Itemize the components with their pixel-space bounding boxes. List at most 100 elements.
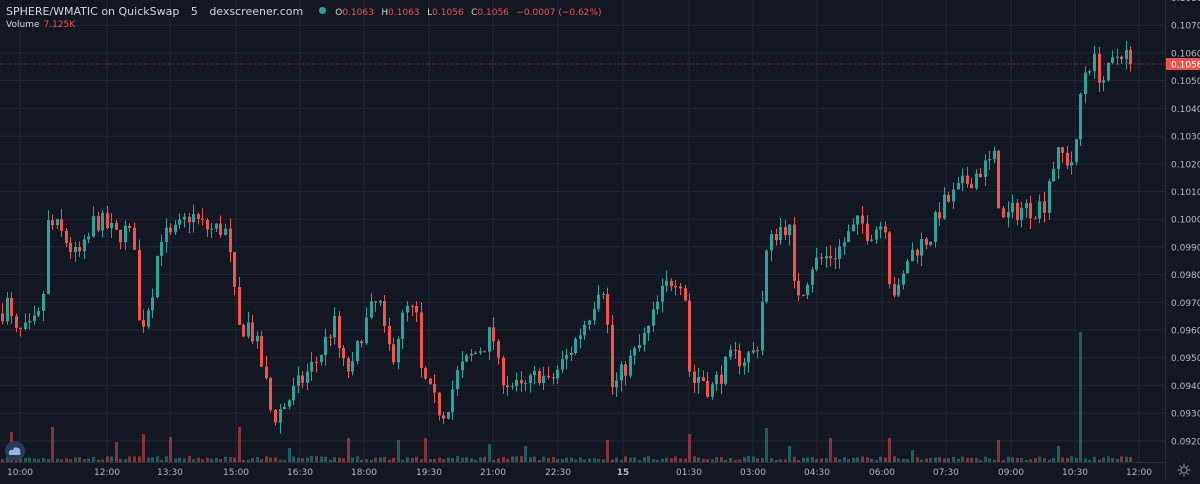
candle-body [934, 212, 937, 242]
candle-body [10, 297, 13, 317]
candle-body [652, 309, 655, 326]
volume-bar [224, 456, 227, 462]
volume-bar [811, 456, 814, 462]
candle-body [802, 295, 805, 297]
x-tick-label: 22:30 [545, 468, 571, 478]
candle-body [711, 384, 714, 397]
volume-bar [1043, 458, 1046, 462]
volume-bar [1075, 457, 1078, 462]
candle-body [210, 228, 213, 230]
volume-bar [210, 458, 213, 462]
candle-body [1029, 203, 1032, 219]
volume-bar [943, 458, 946, 462]
candle-body [784, 227, 787, 236]
candle-body [360, 341, 363, 344]
x-tick-label: 04:30 [804, 468, 830, 478]
volume-bar [19, 458, 22, 462]
candle-body [656, 301, 659, 310]
candle-body [843, 242, 846, 247]
candle-body [215, 223, 218, 229]
volume-bar [142, 434, 145, 462]
volume-bar [106, 456, 109, 462]
volume-bar [101, 459, 104, 462]
candle-body [1116, 56, 1119, 58]
volume-bar [24, 457, 27, 462]
volume-bar [684, 458, 687, 462]
x-tick-label: 09:00 [998, 468, 1024, 478]
candle-body [747, 352, 750, 363]
volume-bar [720, 456, 723, 462]
dexscreener-logo-icon[interactable] [5, 441, 25, 461]
volume-bar [515, 456, 518, 462]
candle-body [866, 223, 869, 241]
volume-bar [870, 458, 873, 462]
volume-bar [952, 456, 955, 462]
y-tick-label: 0.1020 [1171, 160, 1200, 170]
volume-bar [765, 428, 768, 462]
candle-body [397, 338, 400, 363]
candle-body [74, 246, 77, 253]
volume-bar [970, 457, 973, 462]
volume-bar [206, 457, 209, 462]
volume-bar [110, 456, 113, 462]
volume-bar [283, 459, 286, 462]
volume-bar [333, 457, 336, 462]
volume-bar [724, 459, 727, 462]
candle-body [406, 305, 409, 313]
candle-body [524, 383, 527, 385]
candle-body [1120, 56, 1123, 60]
candle-body [556, 369, 559, 379]
candle-body [542, 375, 545, 383]
candle-body [147, 310, 150, 327]
volume-bar [470, 458, 473, 462]
volume-bar [975, 458, 978, 462]
volume-bar [861, 456, 864, 462]
volume-bar [574, 459, 577, 462]
candle-body [47, 220, 50, 294]
candle-body [838, 246, 841, 259]
volume-bar [656, 459, 659, 462]
x-tick-label: 16:30 [287, 468, 313, 478]
candle-body [806, 284, 809, 296]
volume-bar [1052, 457, 1055, 462]
candle-body [160, 241, 163, 256]
symbol-label[interactable]: SPHERE/WMATIC on QuickSwap [6, 5, 180, 18]
candle-body [615, 380, 618, 388]
volume-bar [838, 459, 841, 462]
candle-body [643, 333, 646, 345]
volume-bar [538, 459, 541, 462]
volume-bar [529, 457, 532, 462]
volume-bar [360, 459, 363, 462]
volume-bar [542, 456, 545, 462]
candle-body [333, 316, 336, 338]
volume-bar [65, 458, 68, 462]
candle-body [169, 227, 172, 233]
candle-body [438, 392, 441, 416]
candle-body [770, 234, 773, 251]
volume-bar [433, 458, 436, 462]
candle-body [820, 257, 823, 259]
volume-bar [47, 458, 50, 462]
timeframe-label[interactable]: 5 [190, 5, 198, 18]
x-tick-label: 19:30 [416, 468, 442, 478]
volume-bar [556, 459, 559, 462]
volume-bar [315, 456, 318, 462]
candle-body [78, 246, 81, 252]
candle-body [447, 412, 450, 419]
volume-bar [788, 446, 791, 462]
volume-bar [451, 457, 454, 462]
volume-bar [178, 457, 181, 462]
gear-icon[interactable] [1176, 462, 1192, 478]
candle-body [574, 338, 577, 354]
candle-body [1052, 168, 1055, 182]
y-tick-label: 0.0960 [1171, 327, 1200, 337]
volume-bar [647, 456, 650, 462]
candle-body [957, 183, 960, 190]
volume-bar [802, 457, 805, 462]
volume-bar [947, 458, 950, 462]
candle-body [670, 280, 673, 287]
volume-bar [906, 459, 909, 462]
volume-bar [169, 437, 172, 462]
